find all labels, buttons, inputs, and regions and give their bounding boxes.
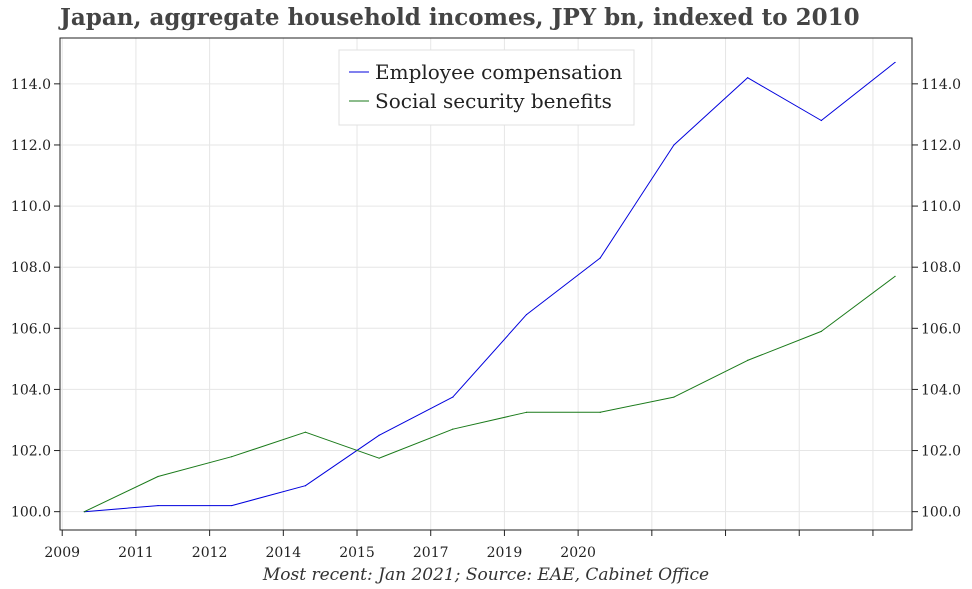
y-tick-label-left: 100.0 — [11, 505, 51, 521]
y-tick-label-right: 110.0 — [921, 199, 961, 215]
y-tick-label-left: 114.0 — [11, 77, 51, 93]
series-line-2 — [84, 275, 896, 513]
y-tick-label-right: 106.0 — [921, 321, 961, 337]
legend-label: Social security benefits — [375, 89, 612, 113]
x-tick-label: 2017 — [413, 545, 449, 561]
x-tick-label: 2011 — [118, 545, 154, 561]
data-point — [599, 411, 601, 413]
data-point — [820, 330, 822, 332]
data-point — [157, 504, 159, 507]
x-tick-label: 2014 — [265, 545, 301, 561]
y-tick-label-left: 110.0 — [11, 199, 51, 215]
legend: Employee compensation Social security ben… — [338, 49, 635, 126]
plot-frame — [59, 37, 913, 531]
data-point — [452, 428, 454, 430]
data-point — [452, 396, 454, 398]
x-tick-label: 2020 — [560, 545, 596, 561]
y-tick-label-right: 108.0 — [921, 260, 961, 276]
y-tick-label-left: 112.0 — [11, 138, 51, 154]
y-tick-label-right: 114.0 — [921, 77, 961, 93]
legend-box — [338, 49, 635, 126]
data-point — [673, 144, 675, 146]
data-point — [894, 61, 896, 64]
y-tick-label-right: 112.0 — [921, 138, 961, 154]
data-point — [747, 359, 749, 361]
data-point — [157, 475, 159, 478]
data-point — [83, 511, 85, 513]
y-tick-label-right: 100.0 — [921, 505, 961, 521]
y-axis-left: 100.0 102.0 104.0 106.0 108.0 110.0 112.0 114.0 — [11, 77, 60, 521]
data-point — [673, 396, 675, 398]
data-point — [820, 119, 822, 122]
y-tick-label-left: 104.0 — [11, 382, 51, 398]
data-point — [231, 504, 233, 507]
data-point — [304, 431, 307, 433]
data-point — [599, 257, 601, 259]
y-tick-label-right: 102.0 — [921, 444, 961, 460]
data-point — [747, 77, 749, 79]
data-point — [231, 456, 233, 458]
x-tick-label: 2012 — [192, 545, 228, 561]
data-point — [525, 313, 528, 316]
data-point — [894, 275, 896, 277]
x-tick-label: 2009 — [44, 545, 80, 561]
data-point — [525, 411, 528, 413]
series-line-1 — [84, 62, 896, 513]
legend-label: Employee compensation — [375, 60, 623, 84]
series-lines — [83, 61, 896, 513]
x-axis: 2009 2011 2012 2014 2015 2017 2019 2020 — [44, 530, 874, 561]
y-axis-right: 100.0 102.0 104.0 106.0 108.0 110.0 112.0 114.0 — [912, 77, 961, 521]
y-tick-label-left: 108.0 — [11, 260, 51, 276]
chart-footer: Most recent: Jan 2021; Source: EAE, Cabi… — [262, 565, 710, 585]
y-tick-label-left: 102.0 — [11, 444, 51, 460]
y-tick-label-left: 106.0 — [11, 321, 51, 337]
x-tick-label: 2019 — [487, 545, 523, 561]
data-point — [378, 434, 380, 436]
data-point — [378, 457, 380, 459]
y-tick-label-right: 104.0 — [921, 382, 961, 398]
chart-title: Japan, aggregate household incomes, JPY … — [60, 4, 860, 31]
data-point — [304, 485, 307, 487]
x-tick-label: 2015 — [339, 545, 375, 561]
